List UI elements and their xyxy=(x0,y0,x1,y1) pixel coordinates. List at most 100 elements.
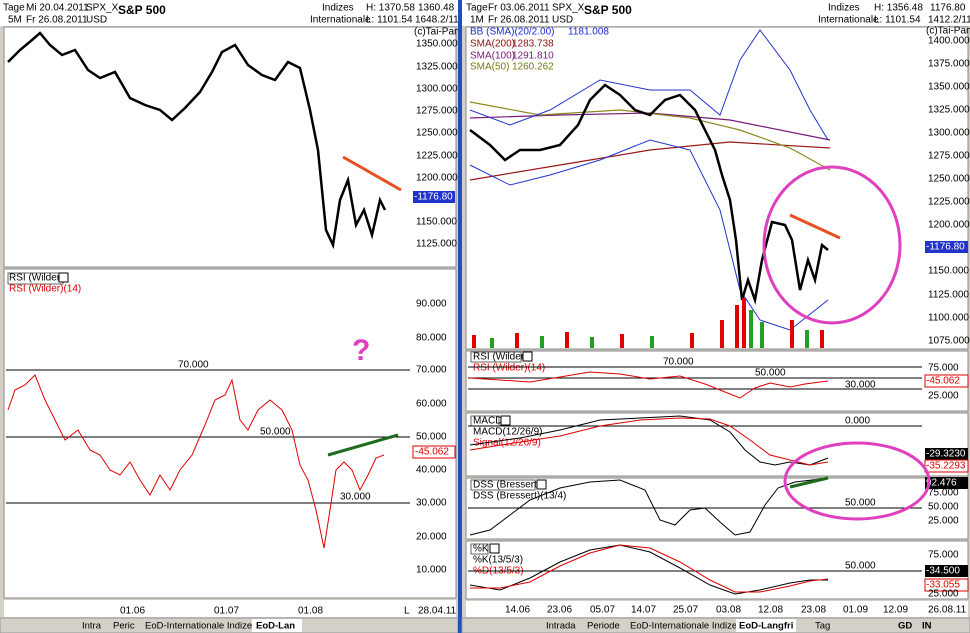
x-label: 23.06 xyxy=(547,605,572,616)
trend-line xyxy=(789,213,841,240)
end-date: Fr 26.08.2011 xyxy=(26,15,88,26)
axis-label: 1400.000 xyxy=(928,36,970,47)
axis-label: 20.000 xyxy=(416,532,447,543)
plus-button[interactable] xyxy=(489,543,500,554)
symbol: SPX_X xyxy=(552,3,585,14)
tab[interactable]: Intra xyxy=(82,621,102,632)
x-label: 12.08 xyxy=(758,605,783,616)
axis-label: 1150.000 xyxy=(928,266,969,277)
tab[interactable]: Intrada xyxy=(546,621,576,632)
axis-label: 1225.000 xyxy=(416,151,458,162)
legend: SMA(50) xyxy=(470,62,509,73)
x-label: 23.08 xyxy=(801,605,826,616)
current-rsi: -45.062 xyxy=(415,447,449,458)
tool[interactable]: Tag xyxy=(815,621,830,632)
interval: 5M xyxy=(8,15,22,26)
level-label: 50.000 xyxy=(755,368,786,379)
axis-label: 60.000 xyxy=(416,399,447,410)
rsi-indicator: RSI (Wilder)(14) xyxy=(473,363,545,374)
range: 1412.2/1104 xyxy=(928,15,970,26)
plus-button[interactable] xyxy=(536,479,547,490)
trend-line xyxy=(342,155,402,192)
rsi-indicator: RSI (Wilder)(14) xyxy=(9,284,81,295)
level-label: 50.000 xyxy=(845,561,876,572)
tab[interactable]: EoD-Internationale Indizes xyxy=(630,621,742,632)
market: Internationale xyxy=(310,15,371,26)
x-label: 01.06 xyxy=(120,606,145,617)
tab[interactable]: EoD-Langfri xyxy=(739,621,793,632)
market: Indizes xyxy=(322,3,354,14)
tab[interactable]: EoD-Lan xyxy=(256,621,295,632)
level-label: 30.000 xyxy=(845,380,876,391)
symbol: SPX_X xyxy=(86,3,119,14)
annotation: ? xyxy=(352,334,370,367)
high: H: 1356.48 xyxy=(874,3,923,14)
axis-label: 1200.000 xyxy=(928,220,970,231)
tab[interactable]: Periode xyxy=(587,621,620,632)
period: Tage xyxy=(466,3,488,14)
current-macd: -29.3230 xyxy=(926,449,966,460)
tab[interactable]: Peric xyxy=(113,621,135,632)
active-tab xyxy=(252,619,302,632)
x-label: 01.07 xyxy=(214,606,239,617)
left-header-bg xyxy=(0,0,458,26)
current-dss: 92.476 xyxy=(926,478,957,489)
highlight xyxy=(783,441,931,521)
rsi-title: RSI (Wilder) xyxy=(473,352,527,363)
x-axis xyxy=(466,601,968,617)
axis-label: 1325.000 xyxy=(416,62,458,73)
tab[interactable]: EoD-Internationale Indize xyxy=(145,621,252,632)
macd-indicator: MACD(12/26/9) xyxy=(473,427,542,438)
rsi-line xyxy=(7,374,385,549)
current-box xyxy=(413,191,455,203)
copyright: (c)Tai-Pan xyxy=(926,26,970,37)
interval: 1M xyxy=(470,15,484,26)
axis-label: 75.000 xyxy=(928,488,959,499)
separator xyxy=(458,0,462,633)
axis-label: 50.000 xyxy=(928,502,959,513)
axis-label: 25.000 xyxy=(928,516,959,527)
currency: USD xyxy=(86,15,107,26)
axis-label: 1375.000 xyxy=(928,59,970,70)
price-line xyxy=(469,83,829,305)
axis-label: 1125.000 xyxy=(928,290,969,301)
axis-label: 1250.000 xyxy=(928,174,970,185)
axis-label: 1075.000 xyxy=(928,336,970,347)
legend: SMA(200) xyxy=(470,39,515,50)
plus-button[interactable] xyxy=(500,415,511,426)
axis-label: 25.000 xyxy=(928,589,959,600)
volume-bar xyxy=(760,322,764,348)
axis-label: 1200.000 xyxy=(416,173,458,184)
high: H: 1370.58 xyxy=(366,3,415,14)
volume-bar xyxy=(490,338,494,348)
volume-bar xyxy=(620,334,624,348)
current-box xyxy=(412,445,456,459)
current-price: -1176.80 xyxy=(414,192,453,203)
tool[interactable]: GD xyxy=(898,621,912,632)
level-label: 50.000 xyxy=(845,498,876,509)
date: 28.04.11 xyxy=(418,606,457,617)
market: Internationale xyxy=(818,15,879,26)
volume-bar xyxy=(515,333,519,348)
x-label: 14.06 xyxy=(505,605,530,616)
volume-bar xyxy=(565,332,569,348)
axis-label: 40.000 xyxy=(416,465,447,476)
volume-bar xyxy=(650,336,654,348)
start-date: Mi 20.04.2011 xyxy=(26,3,89,14)
current-d: -33.055 xyxy=(926,580,960,591)
period: Tage xyxy=(3,3,25,14)
volume-bar xyxy=(820,330,824,348)
rsi-line xyxy=(469,371,829,399)
signal-indicator: Signal(12/26/9) xyxy=(473,438,541,449)
plus-button[interactable] xyxy=(522,351,533,362)
legend-value: 1260.262 xyxy=(512,62,554,73)
divergence-line xyxy=(789,476,829,489)
axis-label: 70.000 xyxy=(416,365,447,376)
tool[interactable]: IN xyxy=(922,621,932,632)
x-label: 01.08 xyxy=(298,606,323,617)
axis-label: 1225.000 xyxy=(928,197,970,208)
plus-button[interactable] xyxy=(58,272,69,283)
axis-label: 1325.000 xyxy=(928,105,970,116)
current-box xyxy=(925,448,968,460)
stoch-panel xyxy=(465,540,969,600)
